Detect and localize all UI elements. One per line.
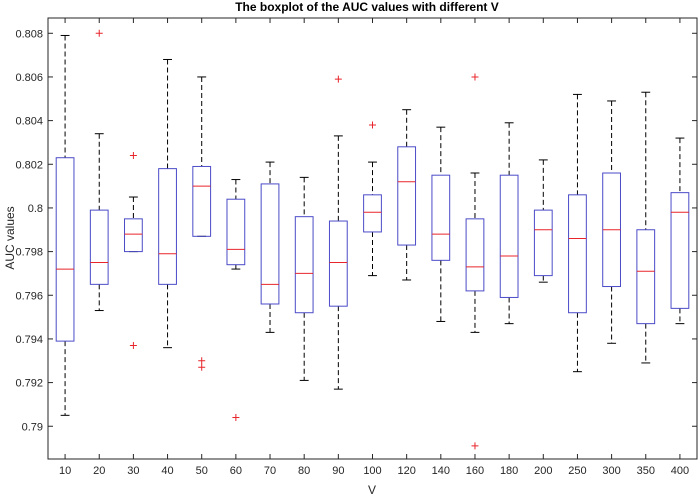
box-iqr [294,216,314,314]
box-iqr [397,146,417,246]
box-iqr [158,168,177,285]
y-tick-label: 0.79 [22,421,43,433]
box-iqr [499,174,519,298]
box-iqr [226,198,246,266]
x-axis-label: V [368,483,376,497]
y-tick-label: 0.798 [15,247,43,259]
box-iqr [328,220,348,307]
outlier-marker [471,442,479,450]
x-tick-label: 10 [59,465,71,477]
x-tick-label: 120 [397,465,415,477]
x-tick-label: 400 [671,465,689,477]
x-tick-label: 20 [93,465,105,477]
x-tick-label: 140 [432,465,450,477]
x-tick-label: 70 [264,465,276,477]
box-group-40 [158,58,177,349]
outlier-marker [129,152,137,160]
box-group-20 [89,29,109,312]
y-tick-label: 0.794 [15,334,43,346]
box-group-90 [328,75,348,390]
y-tick-label: 0.802 [15,159,43,171]
outlier-marker [369,121,376,129]
box-group-50 [192,76,212,371]
box-group-30 [124,152,143,349]
box-iqr [55,157,75,342]
outlier-marker [129,341,137,349]
x-tick-label: 40 [161,465,173,477]
box-group-350 [636,91,656,364]
box-group-300 [602,100,621,344]
box-iqr [89,209,109,285]
x-tick-label: 200 [534,465,552,477]
x-tick-label: 90 [332,465,344,477]
box-group-100 [363,121,382,277]
x-tick-label: 60 [230,465,242,477]
outlier-marker [198,357,206,365]
y-tick-label: 0.804 [15,116,43,128]
box-iqr [431,174,451,261]
box-group-80 [294,176,314,381]
y-tick-label: 0.792 [15,378,43,390]
y-tick-label: 0.806 [15,72,43,84]
box-group-70 [260,161,280,333]
box-group-160 [465,73,485,450]
chart-title: The boxplot of the AUC values with diffe… [235,0,499,14]
y-tick-label: 0.8 [28,203,43,215]
x-tick-label: 30 [127,465,139,477]
plot-area [47,17,698,460]
box-group-60 [226,179,246,422]
ticks-layer: 0.79 0.792 0.794 0.796 0.798 0.8 0.802 0.804 0.8… [15,18,697,477]
box-iqr [636,229,656,325]
box-group-180 [499,122,519,325]
x-tick-label: 250 [568,465,586,477]
outlier-marker [232,414,240,422]
box-iqr [192,165,212,237]
x-tick-label: 180 [500,465,518,477]
x-tick-label: 350 [637,465,655,477]
outlier-marker [334,75,342,83]
box-iqr [363,194,382,233]
x-tick-label: 50 [196,465,208,477]
box-group-250 [568,93,587,373]
outlier-marker [198,363,206,371]
y-tick-label: 0.796 [15,290,43,302]
x-tick-label: 160 [466,465,484,477]
y-tick-label: 0.808 [15,28,43,40]
box-iqr [260,183,280,305]
box-iqr [568,194,587,314]
y-axis-label: AUC values [3,206,17,269]
x-tick-label: 300 [602,465,620,477]
outlier-marker [95,29,103,37]
box-iqr [670,192,690,309]
box-iqr [533,209,553,277]
box-iqr [465,218,485,292]
outlier-marker [471,73,479,81]
x-tick-label: 80 [298,465,310,477]
box-group-120 [397,109,417,281]
x-tick-label: 100 [363,465,381,477]
box-group-140 [431,126,451,322]
box-group-400 [670,137,690,325]
box-group-200 [533,159,553,283]
box-group-10 [55,34,75,416]
boxes-layer [55,29,690,450]
box-iqr [124,218,143,253]
